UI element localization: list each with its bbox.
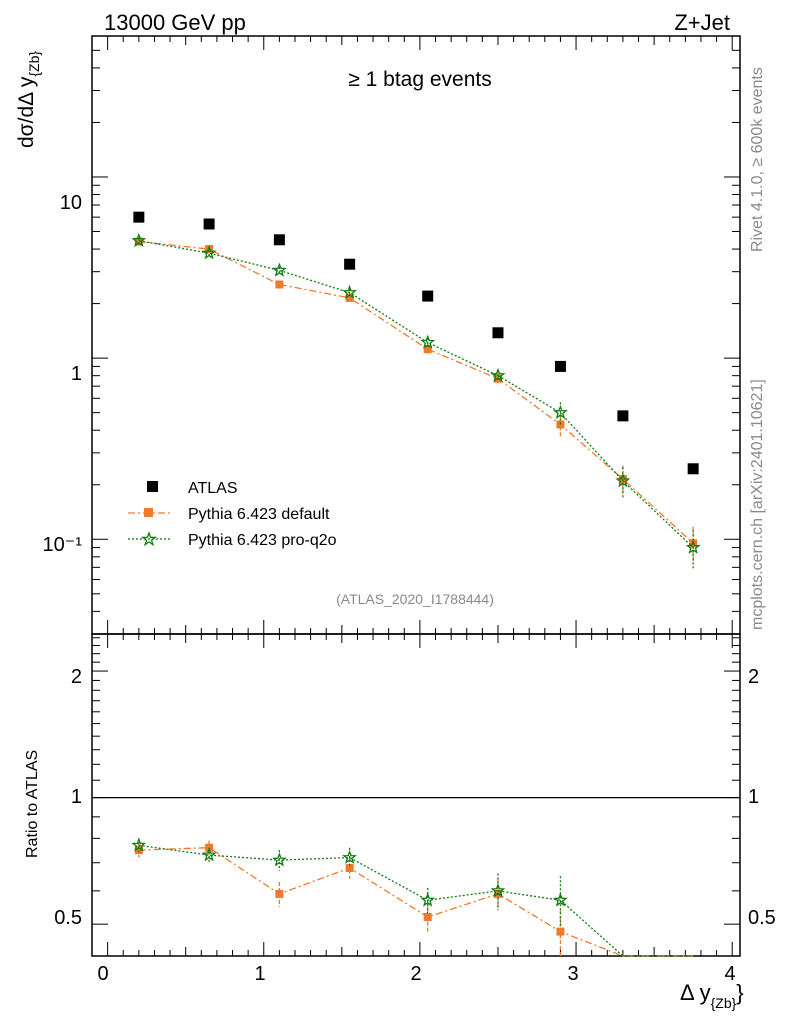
main-pythia-6-423-pro-q2o-point	[552, 404, 568, 419]
main-title: ≥ 1 btag events	[348, 68, 491, 91]
ratio-pythia-6-423-pro-q2o-point	[201, 847, 217, 862]
ratio-y-tick-label-2: 2	[71, 666, 82, 688]
ratio-y-tick-label-0.5-right: 0.5	[748, 907, 776, 929]
x-tick-label-3: 3	[567, 963, 578, 985]
ratio-y-tick-label-0.5: 0.5	[54, 907, 82, 929]
x-tick-label-1: 1	[254, 963, 265, 985]
axis-ticks	[91, 35, 740, 956]
main-pythia-6-423-pro-q2o-point	[685, 539, 701, 554]
main-y-tick-label-10: 10	[60, 192, 82, 214]
main-pythia-6-423-pro-q2o-point	[131, 232, 147, 247]
main-pythia-6-423-pro-q2o-point	[201, 245, 217, 260]
main-atlas-point	[617, 410, 629, 422]
ratio-y-tick-label-1: 1	[71, 786, 82, 808]
ratio-plot-marks	[131, 837, 694, 957]
x-axis-label-sub: {Zb}	[711, 995, 737, 1011]
main-pythia-6-423-default-point	[556, 420, 565, 429]
legend-proq2o-label: Pythia 6.423 pro-q2o	[188, 532, 337, 549]
main-y-tick-label-0.1: 10⁻¹	[43, 534, 83, 556]
main-y-axis-label: dσ/dΔ y{Zb}	[15, 51, 42, 148]
main-pythia-6-423-pro-q2o-point	[615, 473, 631, 488]
x-axis-label-brace: }	[736, 980, 743, 1005]
main-pythia-6-423-pro-q2o-point	[490, 367, 506, 382]
main-pythia-6-423-default-point	[275, 280, 284, 289]
ratio-pythia-6-423-pro-q2o-point	[552, 892, 568, 907]
rivet-label: Rivet 4.1.0, ≥ 600k events	[749, 67, 766, 252]
ratio-pythia-6-423-default-point	[275, 889, 284, 898]
main-pythia-6-423-pro-q2o-point	[342, 284, 358, 299]
ratio-y-axis-label: Ratio to ATLAS	[24, 750, 41, 858]
main-pythia-6-423-default-line	[138, 240, 694, 544]
ratio-pythia-6-423-pro-q2o-point	[490, 883, 506, 898]
ratio-pythia-6-423-default-point	[423, 913, 432, 922]
legend-atlas-marker	[147, 481, 158, 492]
legend-default-label: Pythia 6.423 default	[188, 506, 330, 523]
legend: ATLAS Pythia 6.423 default Pythia 6.423 …	[128, 480, 337, 549]
ratio-pythia-6-423-default-point	[556, 927, 565, 936]
ratio-pythia-6-423-default-point	[134, 846, 143, 855]
x-tick-label-0: 0	[97, 963, 108, 985]
main-atlas-point	[492, 327, 504, 339]
ratio-pythia-6-423-pro-q2o-point	[420, 892, 436, 907]
main-atlas-point	[273, 234, 285, 246]
main-atlas-point	[203, 218, 215, 230]
x-tick-label-4: 4	[724, 963, 735, 985]
legend-proq2o-marker	[140, 531, 158, 547]
main-atlas-point	[687, 463, 699, 475]
main-pythia-6-423-default-point	[345, 293, 354, 302]
ratio-pythia-6-423-default-line	[138, 847, 694, 957]
legend-atlas-label: ATLAS	[188, 480, 238, 497]
header-right: Z+Jet	[674, 10, 730, 35]
ratio-y-tick-label-2-right: 2	[748, 666, 759, 688]
main-atlas-point	[133, 211, 145, 223]
main-atlas-point	[422, 290, 434, 302]
main-y-axis-label-sub: {Zb}	[26, 51, 42, 77]
main-pythia-6-423-default-point	[205, 245, 214, 254]
main-atlas-point	[344, 258, 356, 270]
x-tick-label-2: 2	[410, 963, 421, 985]
mcplots-label: mcplots.cern.ch [arXiv:2401.10621]	[749, 379, 766, 630]
ratio-panel-frame	[91, 633, 741, 957]
main-pythia-6-423-pro-q2o-point	[420, 334, 436, 349]
ratio-pythia-6-423-pro-q2o-point	[342, 849, 358, 864]
main-pythia-6-423-default-point	[618, 475, 627, 484]
main-pythia-6-423-pro-q2o-line	[138, 240, 694, 549]
main-y-tick-label-1: 1	[71, 363, 82, 385]
main-pythia-6-423-pro-q2o-point	[271, 262, 287, 277]
ratio-pythia-6-423-pro-q2o-line	[138, 844, 694, 957]
main-plot-marks	[131, 211, 701, 570]
legend-default-marker	[144, 508, 153, 517]
ratio-pythia-6-423-pro-q2o-point	[131, 837, 147, 852]
main-pythia-6-423-default-point	[134, 237, 143, 246]
ratio-y-tick-label-1-right: 1	[748, 786, 759, 808]
watermark: (ATLAS_2020_I1788444)	[336, 591, 494, 607]
ratio-pythia-6-423-pro-q2o-point	[271, 852, 287, 867]
main-atlas-point	[554, 360, 566, 372]
header-left: 13000 GeV pp	[104, 10, 246, 35]
main-pythia-6-423-default-point	[423, 345, 432, 354]
